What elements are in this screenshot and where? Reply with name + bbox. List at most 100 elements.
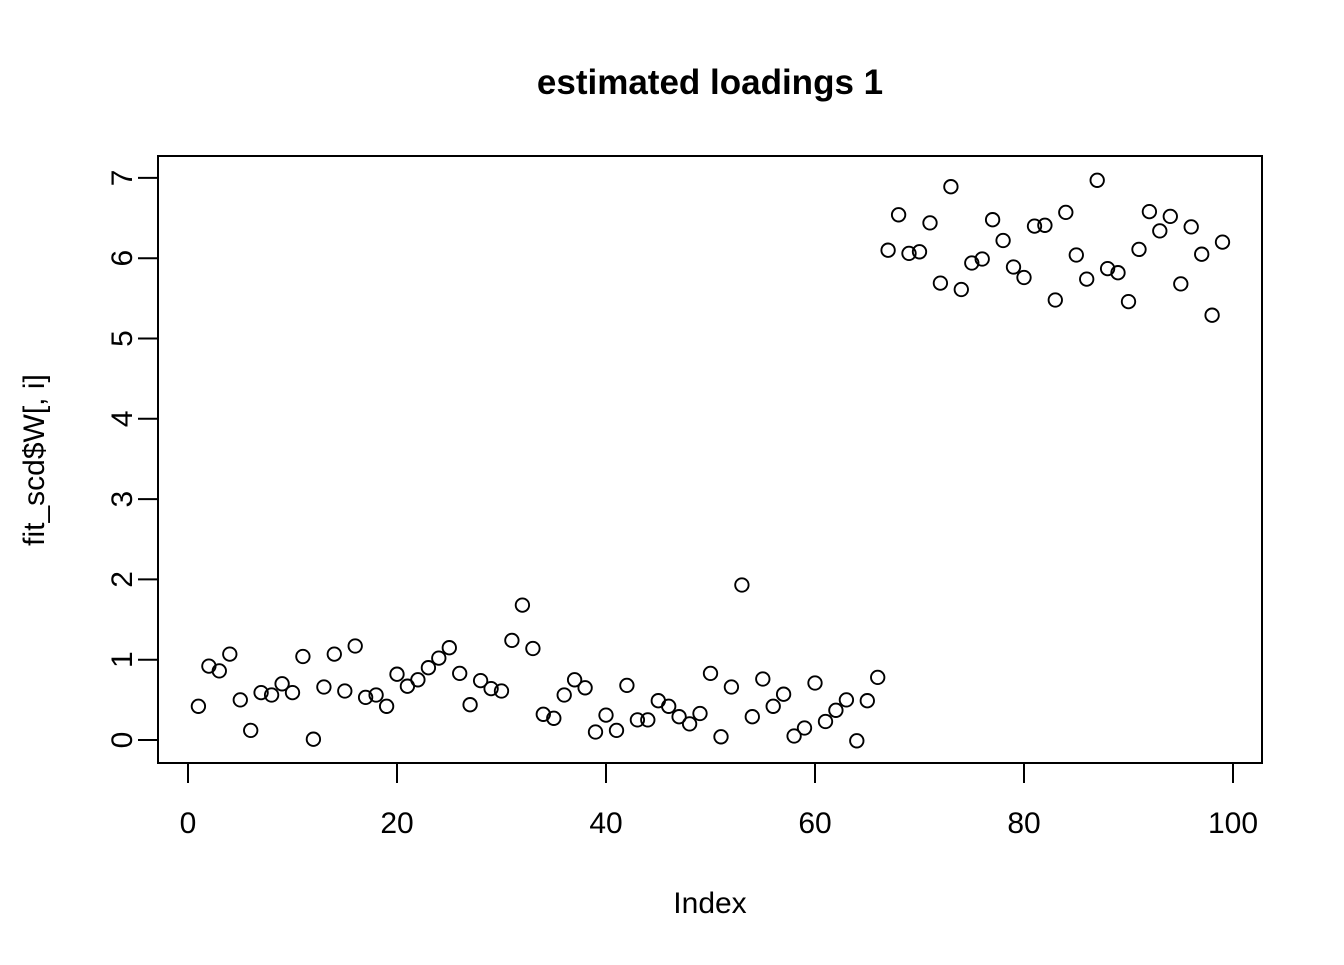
data-point: [786, 728, 802, 744]
data-point: [1016, 269, 1032, 286]
data-point: [734, 577, 750, 593]
data-point: [441, 640, 457, 656]
data-point: [368, 687, 384, 703]
data-point: [817, 713, 834, 730]
data-point: [619, 677, 635, 694]
data-point: [671, 709, 687, 725]
data-point: [796, 720, 813, 736]
data-point: [849, 733, 865, 749]
x-axis-label: Index: [673, 887, 746, 920]
x-tick-label: 80: [1007, 807, 1040, 840]
data-point: [608, 722, 625, 739]
data-point: [514, 597, 531, 613]
data-point: [410, 672, 426, 688]
data-point: [1152, 223, 1168, 239]
x-tick-label: 100: [1208, 807, 1258, 840]
data-point: [316, 679, 332, 695]
data-point: [566, 672, 583, 688]
y-axis-label: fit_scd$W[, i]: [18, 374, 51, 546]
data-point: [629, 712, 646, 728]
data-point: [1079, 271, 1095, 287]
data-point: [870, 669, 886, 686]
data-point: [775, 686, 792, 702]
data-point: [535, 706, 551, 722]
data-point: [807, 675, 823, 691]
data-point: [1120, 293, 1137, 310]
data-point: [577, 680, 593, 696]
data-point: [462, 697, 478, 713]
data-point: [546, 710, 562, 726]
data-point: [1214, 234, 1231, 250]
data-point: [389, 666, 405, 682]
data-point: [953, 281, 969, 298]
data-point: [984, 212, 1001, 228]
data-point: [1204, 307, 1220, 323]
data-point: [932, 275, 949, 291]
data-point: [431, 650, 447, 666]
data-point: [1183, 219, 1199, 235]
data-point: [1037, 217, 1053, 233]
data-point: [253, 684, 269, 701]
data-point: [347, 638, 363, 654]
data-point: [943, 179, 959, 195]
data-point: [305, 731, 322, 747]
data-point: [995, 232, 1011, 249]
data-point: [274, 676, 290, 692]
data-point: [493, 683, 510, 699]
data-point: [640, 712, 656, 728]
data-point: [765, 698, 781, 714]
data-point: [232, 692, 248, 708]
data-points: [190, 172, 1231, 749]
data-point: [1173, 276, 1189, 292]
y-tick-label: 3: [106, 491, 139, 508]
data-point: [1026, 218, 1043, 234]
data-point: [190, 698, 207, 714]
data-point: [974, 251, 990, 267]
y-tick-label: 4: [106, 410, 139, 427]
data-point: [901, 245, 917, 262]
x-tick-label: 0: [180, 807, 197, 840]
data-point: [378, 698, 395, 714]
x-axis: 0 20 40 60 80 100: [180, 763, 1258, 840]
data-point: [890, 207, 907, 223]
data-point: [295, 648, 311, 665]
data-point: [661, 698, 677, 714]
data-point: [713, 729, 729, 745]
y-tick-label: 2: [106, 571, 139, 588]
data-point: [222, 646, 238, 662]
data-point: [504, 632, 520, 649]
data-point: [452, 665, 468, 682]
x-tick-label: 20: [380, 807, 413, 840]
data-point: [1058, 204, 1074, 221]
data-point: [1141, 203, 1158, 220]
y-tick-label: 7: [106, 170, 139, 187]
y-tick-label: 0: [106, 732, 139, 749]
data-point: [598, 707, 614, 723]
data-point: [859, 693, 875, 709]
y-tick-label: 5: [106, 330, 139, 347]
data-point: [420, 660, 437, 676]
y-tick-label: 6: [106, 250, 139, 267]
data-point: [337, 683, 353, 699]
data-point: [911, 244, 928, 260]
data-point: [326, 646, 342, 662]
data-point: [702, 665, 719, 682]
data-point: [525, 640, 541, 657]
data-point: [828, 702, 844, 718]
data-point: [284, 684, 301, 701]
data-point: [744, 709, 760, 725]
data-point: [472, 672, 489, 689]
data-point: [755, 671, 771, 687]
data-point: [211, 663, 227, 679]
data-point: [880, 242, 896, 258]
chart-title: estimated loadings 1: [537, 63, 883, 102]
data-point: [1099, 260, 1116, 277]
data-point: [964, 255, 980, 271]
data-point: [1131, 241, 1147, 258]
x-tick-label: 40: [589, 807, 622, 840]
data-point: [357, 689, 374, 706]
data-point: [692, 705, 708, 722]
data-point: [243, 722, 259, 739]
